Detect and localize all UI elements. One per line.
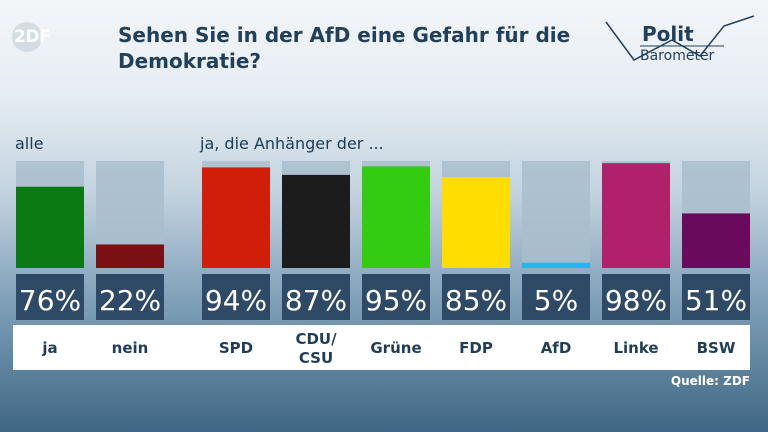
- zdf-logo: 2DF: [14, 27, 51, 47]
- bar-8: [682, 213, 750, 268]
- group-label-all: alle: [15, 134, 44, 153]
- bar-5: [442, 177, 510, 268]
- bar-1: [96, 244, 164, 268]
- value-label-2: 94%: [205, 284, 267, 317]
- value-label-8: 51%: [685, 284, 747, 317]
- bar-0: [16, 186, 84, 268]
- category-label-0: ja: [41, 339, 57, 357]
- category-label-panel: [13, 325, 750, 370]
- value-label-7: 98%: [605, 284, 667, 317]
- bar-3: [282, 174, 350, 268]
- politbarometer-line-icon: [605, 15, 755, 61]
- value-box-3: [282, 274, 350, 320]
- category-label-6: AfD: [541, 339, 572, 357]
- value-label-5: 85%: [445, 284, 507, 317]
- value-box-8: [682, 274, 750, 320]
- source-note: Quelle: ZDF: [670, 374, 750, 388]
- value-box-0: [16, 274, 84, 320]
- category-label-7: Linke: [613, 339, 658, 357]
- value-box-7: [602, 274, 670, 320]
- category-label-4: Grüne: [370, 339, 421, 357]
- group-label-parties: ja, die Anhänger der ...: [200, 134, 384, 153]
- brand-line1: Polit: [642, 22, 694, 46]
- zdf-logo-badge: [12, 22, 42, 52]
- bar-2: [202, 167, 270, 268]
- value-box-1: [96, 274, 164, 320]
- bar-4: [362, 166, 430, 268]
- politbarometer-brand: Polit Barometer: [604, 12, 764, 72]
- bar-track-6: [522, 161, 590, 268]
- value-box-2: [202, 274, 270, 320]
- value-label-3: 87%: [285, 284, 347, 317]
- value-label-0: 76%: [19, 284, 81, 317]
- category-label-2: SPD: [219, 339, 253, 357]
- value-box-5: [442, 274, 510, 320]
- value-box-4: [362, 274, 430, 320]
- value-box-6: [522, 274, 590, 320]
- brand-line2: Barometer: [640, 48, 715, 64]
- value-label-6: 5%: [534, 284, 578, 317]
- category-label-5: FDP: [459, 339, 493, 357]
- category-label-8: BSW: [697, 339, 736, 357]
- category-label-3: CDU/CSU: [295, 330, 337, 367]
- category-label-1: nein: [112, 339, 149, 357]
- bar-7: [602, 163, 670, 268]
- bar-6: [522, 262, 590, 268]
- value-label-4: 95%: [365, 284, 427, 317]
- chart-title: Sehen Sie in der AfD eine Gefahr für die…: [118, 23, 571, 73]
- value-label-1: 22%: [99, 284, 161, 317]
